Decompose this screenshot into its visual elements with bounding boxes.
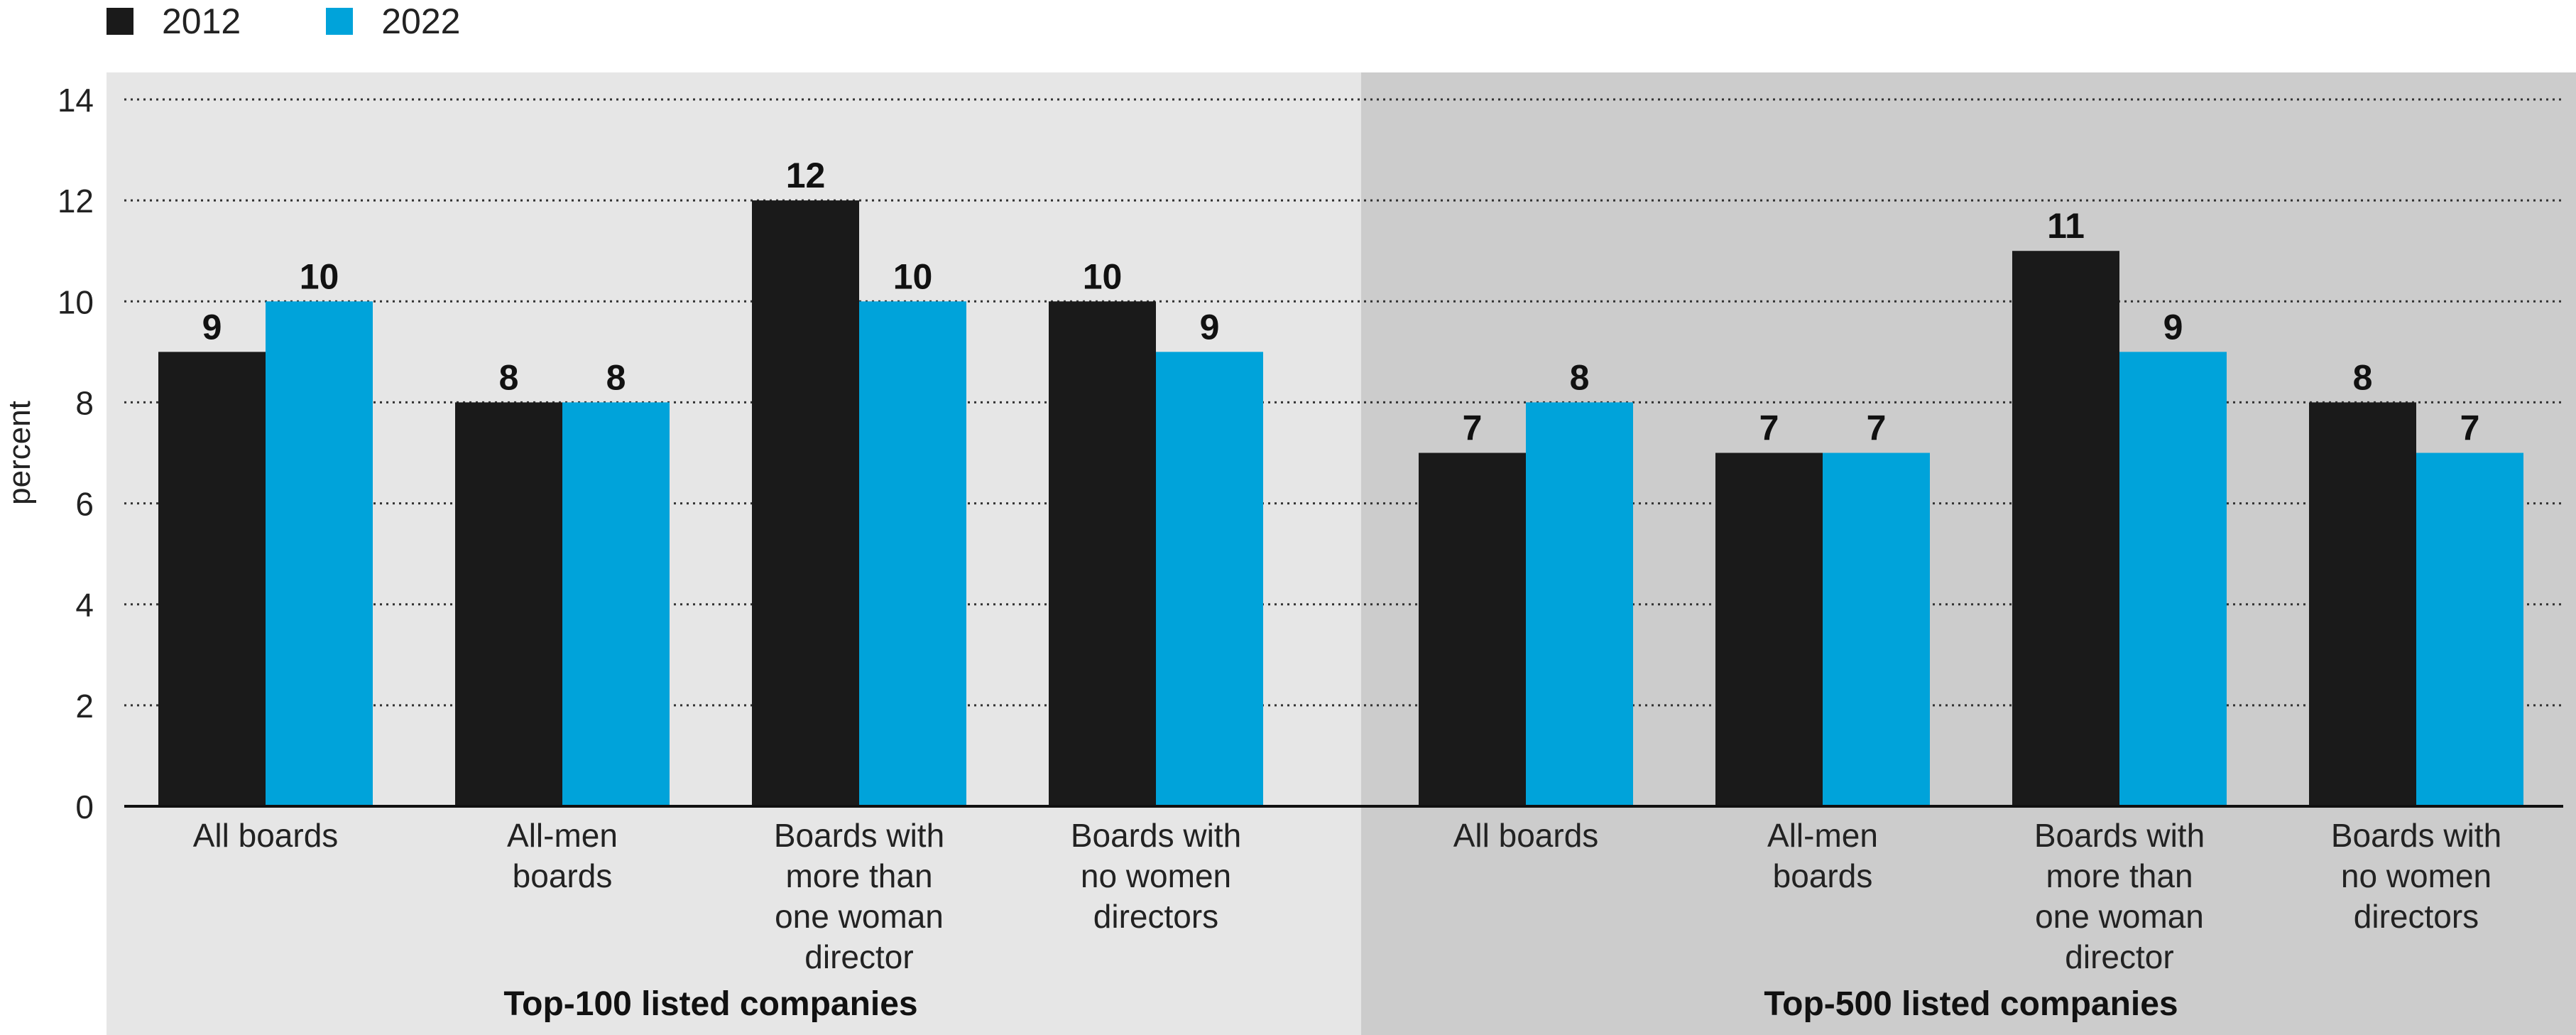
- x-tick-label: more than: [785, 857, 932, 894]
- bar-2022: [1526, 402, 1633, 806]
- bar-2012: [1049, 301, 1156, 806]
- x-tick-label: Boards with: [2034, 817, 2205, 854]
- x-tick-label: Boards with: [2331, 817, 2501, 854]
- bar-2022: [266, 301, 373, 806]
- legend-item-2012: 2012: [107, 1, 241, 42]
- y-tick-label: 0: [75, 789, 94, 825]
- data-label-2012: 7: [1759, 408, 1779, 448]
- y-tick-label: 8: [75, 384, 94, 421]
- bar-2012: [2309, 402, 2416, 806]
- x-tick-label: boards: [1773, 857, 1873, 894]
- legend-label-2022: 2022: [381, 1, 461, 41]
- data-label-2012: 8: [499, 357, 519, 397]
- legend-item-2022: 2022: [326, 1, 460, 42]
- data-label-2012: 9: [202, 307, 222, 347]
- data-label-2022: 8: [1570, 357, 1590, 397]
- bar-2012: [2012, 251, 2119, 806]
- bar-2022: [859, 301, 966, 806]
- x-tick-label: directors: [2354, 898, 2479, 935]
- bar-2012: [455, 402, 562, 806]
- data-label-2012: 11: [2047, 206, 2085, 246]
- x-tick-label: directors: [1093, 898, 1218, 935]
- group-label: Top-500 listed companies: [1764, 985, 2178, 1023]
- legend: 2012 2022: [107, 0, 460, 43]
- bar-2012: [1419, 453, 1526, 806]
- bar-2022: [2416, 453, 2523, 806]
- x-tick-label: All boards: [1453, 817, 1599, 854]
- legend-swatch-2022: [326, 8, 354, 35]
- x-tick-label: one woman: [775, 898, 944, 935]
- data-label-2022: 9: [2163, 307, 2183, 347]
- bar-2022: [2119, 352, 2227, 806]
- bar-2022: [1823, 453, 1930, 806]
- y-tick-label: 10: [58, 283, 94, 320]
- y-tick-label: 2: [75, 688, 94, 725]
- x-tick-label: no women: [1081, 857, 1231, 894]
- data-label-2012: 12: [786, 156, 826, 195]
- x-tick-label: more than: [2046, 857, 2193, 894]
- y-tick-label: 14: [58, 82, 94, 119]
- data-label-2012: 7: [1463, 408, 1483, 448]
- group-label: Top-100 listed companies: [503, 985, 917, 1023]
- x-tick-label: All boards: [193, 817, 339, 854]
- y-tick-label: 12: [58, 183, 94, 220]
- data-label-2012: 8: [2353, 357, 2373, 397]
- x-tick-label: All-men: [507, 817, 618, 854]
- data-label-2022: 8: [606, 357, 626, 397]
- data-label-2022: 7: [1867, 408, 1887, 448]
- x-tick-label: director: [2065, 938, 2173, 975]
- x-tick-label: All-men: [1767, 817, 1878, 854]
- legend-swatch-2012: [107, 8, 133, 35]
- bar-2012: [752, 200, 859, 807]
- bar-2012: [158, 352, 266, 806]
- y-axis-label: percent: [2, 401, 37, 505]
- y-tick-label: 6: [75, 486, 94, 523]
- bar-2012: [1715, 453, 1823, 806]
- x-tick-label: no women: [2341, 857, 2492, 894]
- y-tick-label: 4: [75, 587, 94, 624]
- data-label-2022: 10: [893, 256, 933, 296]
- x-tick-label: boards: [513, 857, 613, 894]
- legend-label-2012: 2012: [162, 1, 241, 41]
- x-tick-label: Boards with: [774, 817, 944, 854]
- data-label-2022: 9: [1200, 307, 1220, 347]
- x-tick-label: one woman: [2035, 898, 2204, 935]
- x-tick-label: Boards with: [1071, 817, 1241, 854]
- bar-2022: [562, 402, 670, 806]
- data-label-2022: 7: [2460, 408, 2480, 448]
- bar-2022: [1156, 352, 1263, 806]
- data-label-2022: 10: [300, 256, 339, 296]
- data-label-2012: 10: [1083, 256, 1123, 296]
- x-tick-label: director: [804, 938, 913, 975]
